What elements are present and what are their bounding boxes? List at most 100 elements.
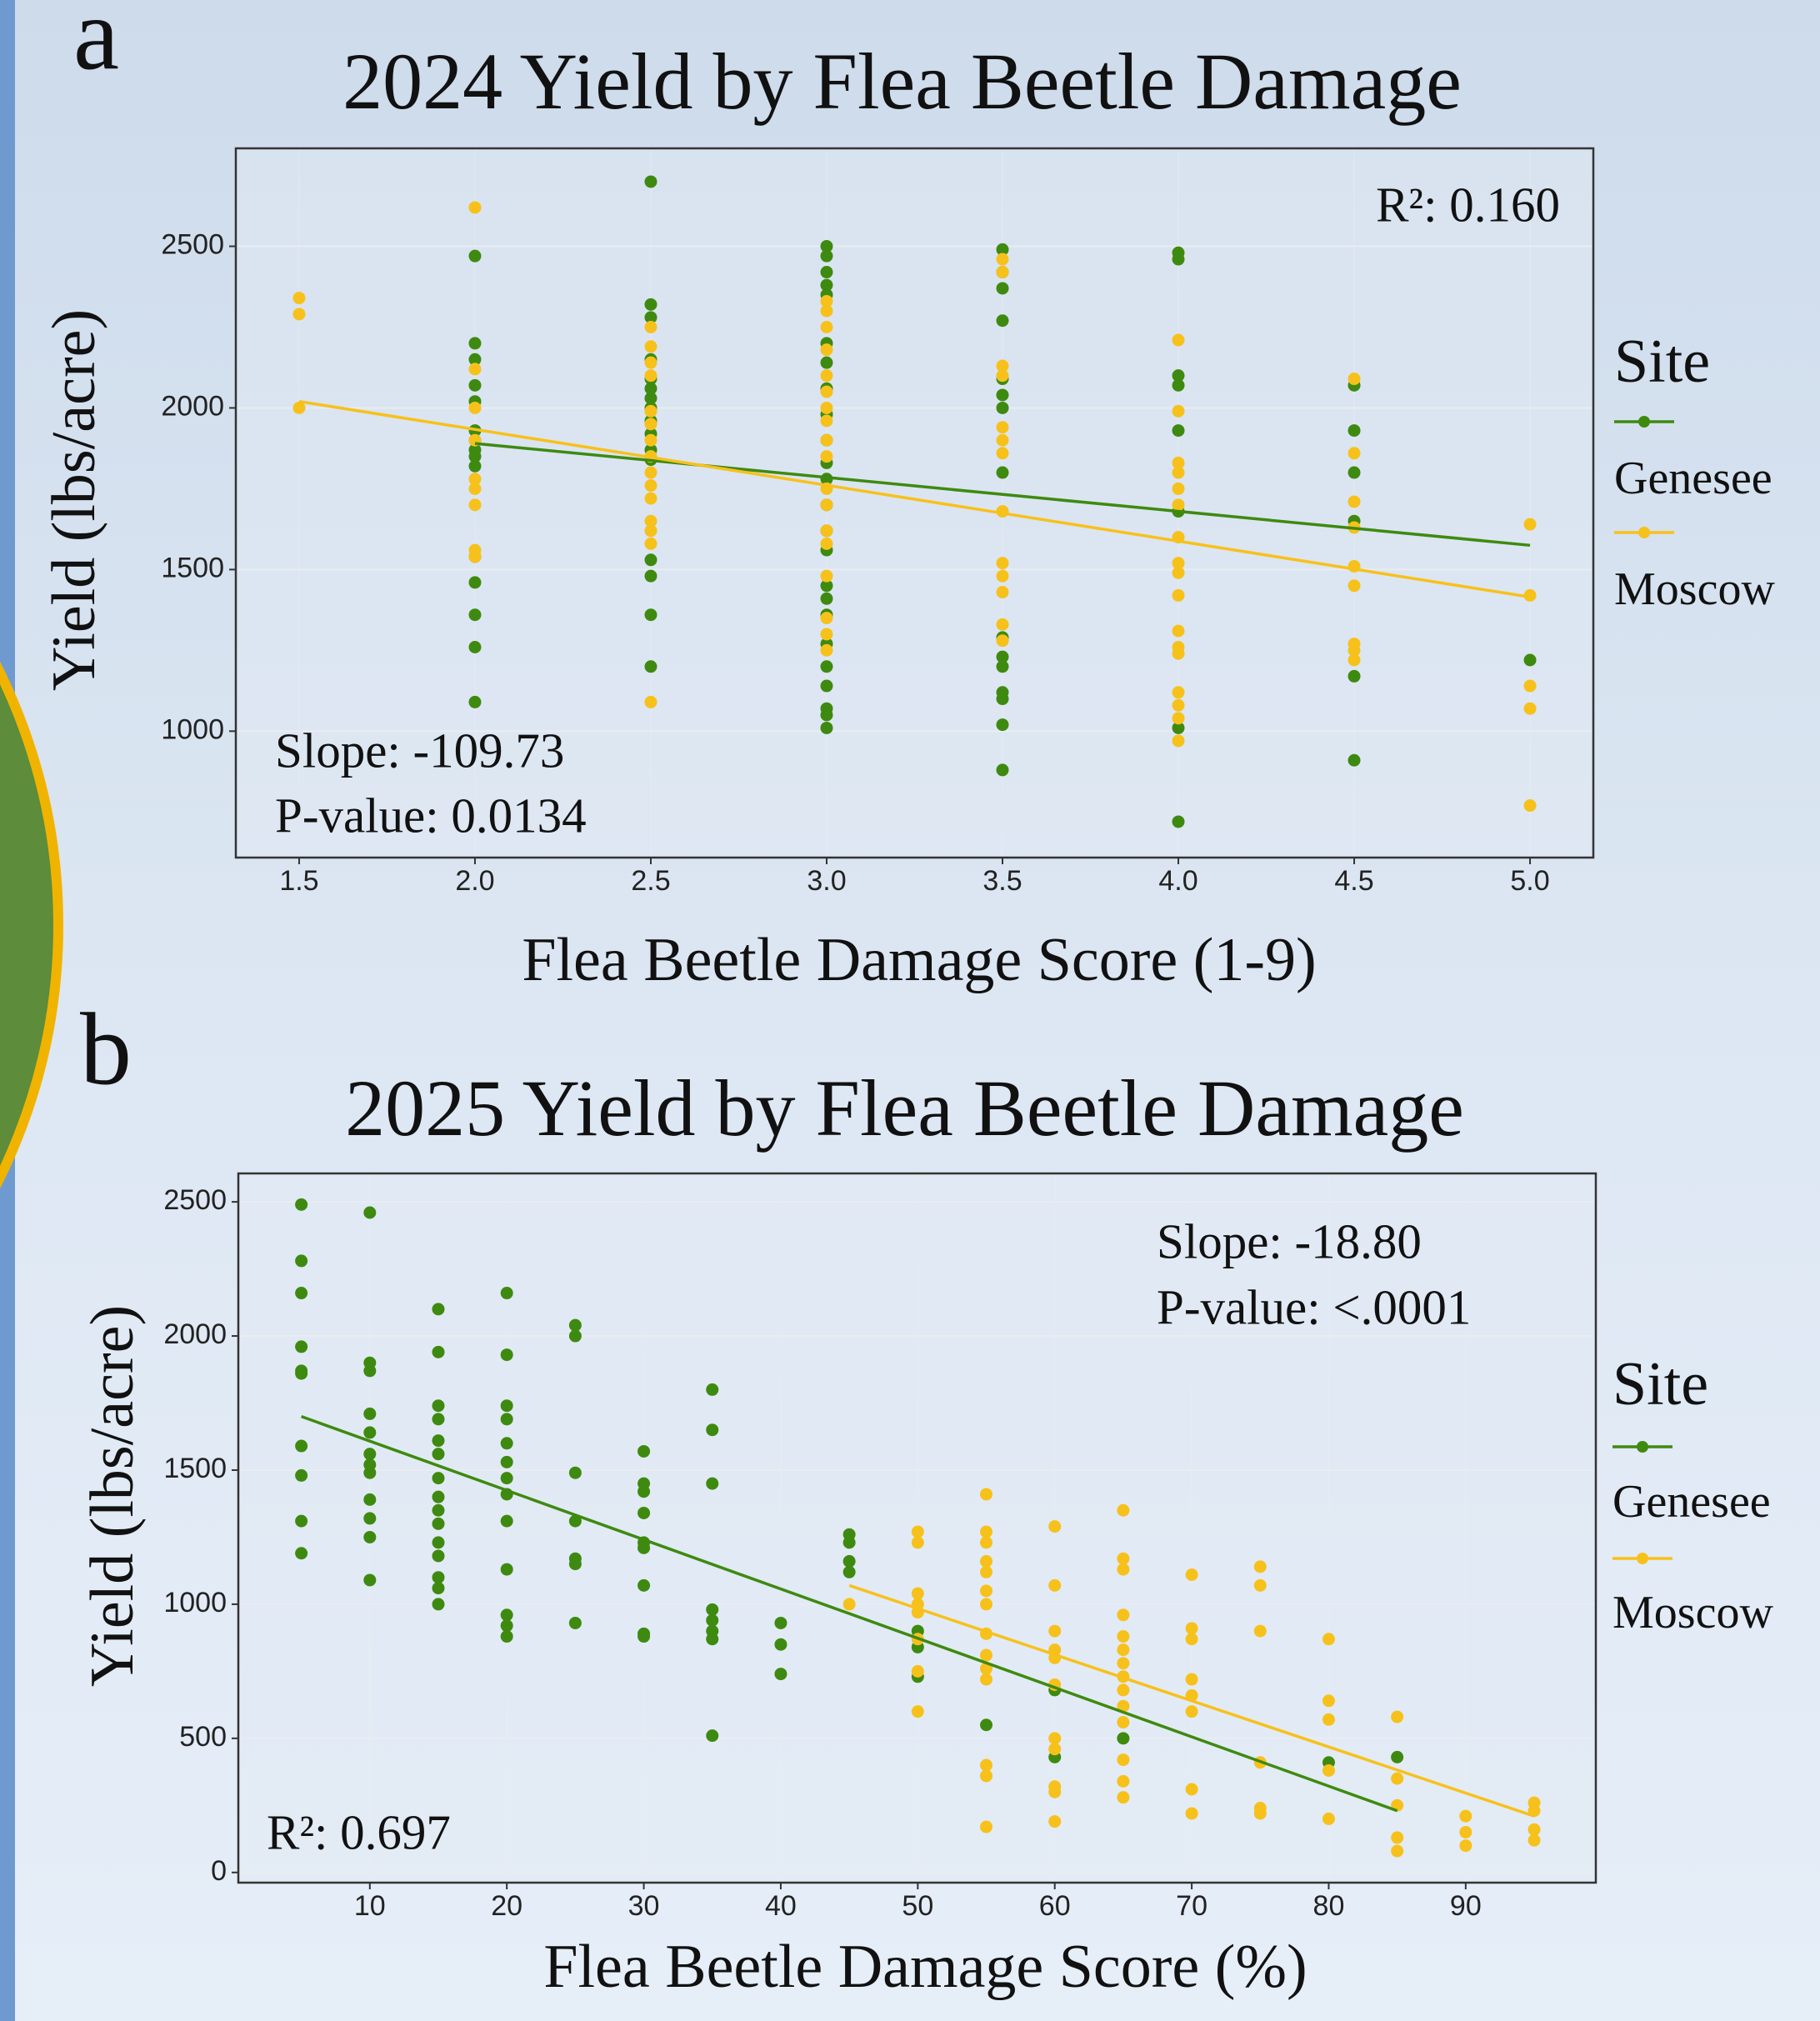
- point: [1117, 1775, 1129, 1788]
- point: [468, 363, 481, 375]
- point: [1117, 1643, 1129, 1656]
- point: [997, 447, 1009, 459]
- point: [1117, 1683, 1129, 1696]
- point: [980, 1555, 992, 1568]
- point: [1524, 799, 1537, 812]
- point: [1172, 498, 1185, 511]
- point: [997, 570, 1009, 583]
- point: [569, 1558, 582, 1570]
- point: [1117, 1630, 1129, 1643]
- point: [1048, 1815, 1061, 1828]
- point: [980, 1598, 992, 1610]
- point: [295, 1469, 308, 1482]
- point: [1391, 1711, 1403, 1723]
- point: [1391, 1773, 1403, 1785]
- point: [1172, 589, 1185, 602]
- y-tick-label: 2500: [163, 1184, 227, 1216]
- point: [292, 308, 305, 320]
- point: [295, 1515, 308, 1528]
- point: [468, 696, 481, 708]
- point: [295, 1287, 308, 1299]
- point: [820, 357, 832, 369]
- point: [1186, 1705, 1198, 1718]
- point: [1172, 483, 1185, 495]
- point: [638, 1579, 650, 1592]
- point: [1172, 424, 1185, 437]
- point: [820, 708, 832, 721]
- point: [638, 1507, 650, 1519]
- point: [997, 467, 1009, 479]
- point: [501, 1348, 513, 1361]
- point: [363, 1364, 376, 1377]
- point: [644, 493, 657, 505]
- y-tick-label: 2000: [163, 1318, 227, 1350]
- point: [1322, 1764, 1335, 1777]
- point: [820, 369, 832, 382]
- y-tick-label: 500: [179, 1721, 227, 1753]
- point: [644, 418, 657, 430]
- point: [501, 1413, 513, 1425]
- x-tick-label: 10: [354, 1890, 386, 1922]
- point: [997, 586, 1009, 598]
- point: [980, 1718, 992, 1731]
- point: [501, 1287, 513, 1299]
- point: [997, 253, 1009, 266]
- point: [468, 337, 481, 349]
- chart-title: 2025 Yield by Flea Beetle Damage: [345, 1063, 1464, 1153]
- x-tick-label: 60: [1039, 1890, 1071, 1922]
- point: [644, 696, 657, 708]
- x-axis-title: Flea Beetle Damage Score (1-9): [428, 917, 1411, 1003]
- point: [980, 1821, 992, 1833]
- y-axis-title: Yield (lbs/acre): [78, 1305, 147, 1687]
- point: [820, 386, 832, 398]
- point: [980, 1673, 992, 1686]
- point: [997, 634, 1009, 647]
- point: [569, 1467, 582, 1479]
- point: [644, 553, 657, 566]
- point: [432, 1549, 444, 1562]
- annotation: P-value: 0.0134: [275, 788, 587, 843]
- y-tick-label: 2000: [161, 390, 224, 422]
- point: [432, 1448, 444, 1460]
- point: [1117, 1553, 1129, 1565]
- point: [501, 1608, 513, 1621]
- point: [1524, 654, 1537, 667]
- legend-label: Genesee: [1614, 453, 1772, 504]
- point: [820, 266, 832, 278]
- point: [432, 1413, 444, 1425]
- point: [432, 1472, 444, 1484]
- panel-label: b: [80, 992, 132, 1106]
- point: [1048, 1732, 1061, 1744]
- point: [820, 644, 832, 657]
- point: [1254, 1625, 1267, 1638]
- point: [1348, 579, 1361, 592]
- point: [1172, 686, 1185, 698]
- point: [1348, 670, 1361, 683]
- point: [1391, 1751, 1403, 1763]
- point: [1172, 467, 1185, 479]
- legend-label: Moscow: [1612, 1587, 1773, 1638]
- point: [432, 1536, 444, 1548]
- x-tick-label: 20: [491, 1890, 522, 1922]
- point: [1524, 703, 1537, 715]
- point: [843, 1555, 856, 1568]
- point: [774, 1638, 787, 1651]
- point: [1048, 1743, 1061, 1755]
- x-tick-label: 2.5: [631, 865, 670, 897]
- point: [432, 1598, 444, 1610]
- point: [468, 498, 481, 511]
- legend-dot: [1638, 527, 1650, 538]
- point: [1391, 1831, 1403, 1843]
- point: [363, 1408, 376, 1420]
- point: [468, 550, 481, 563]
- point: [1254, 1579, 1267, 1592]
- point: [363, 1448, 376, 1460]
- point: [644, 467, 657, 479]
- point: [432, 1346, 444, 1358]
- point: [1186, 1807, 1198, 1819]
- point: [363, 1206, 376, 1218]
- point: [644, 570, 657, 583]
- point: [295, 1340, 308, 1353]
- point: [644, 608, 657, 621]
- point: [644, 434, 657, 447]
